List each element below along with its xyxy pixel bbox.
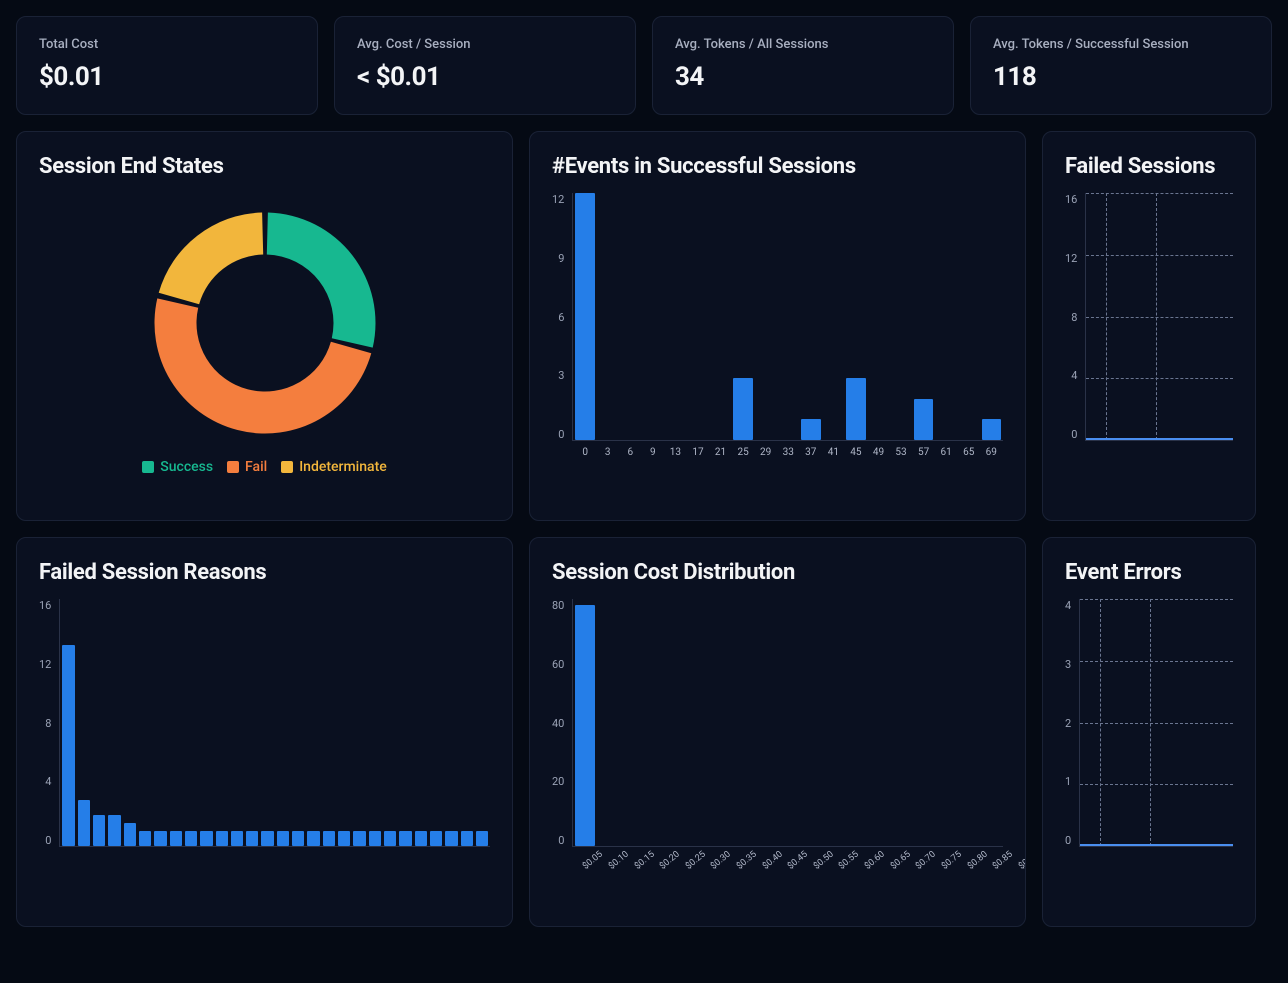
kpi-avg-cost-session: Avg. Cost / Session < $0.01 [334, 16, 636, 115]
bar[interactable] [369, 831, 381, 846]
chart-cost-distribution: Session Cost Distribution 806040200$0.05… [529, 537, 1026, 927]
plot-area [59, 599, 490, 847]
bar[interactable] [338, 831, 350, 846]
legend-swatch [281, 461, 293, 473]
kpi-value: < $0.01 [357, 62, 613, 92]
bar[interactable] [430, 831, 442, 846]
bar[interactable] [124, 823, 136, 846]
kpi-value: $0.01 [39, 62, 295, 92]
donut-slice[interactable] [266, 213, 375, 348]
bar[interactable] [575, 193, 595, 440]
bar[interactable] [399, 831, 411, 846]
bar[interactable] [216, 831, 228, 846]
donut-slice[interactable] [158, 213, 262, 305]
donut-chart [135, 193, 395, 453]
kpi-label: Total Cost [39, 37, 295, 52]
bar[interactable] [914, 399, 934, 440]
bar[interactable] [801, 419, 821, 440]
bar-chart: 806040200$0.05$0.10$0.15$0.20$0.25$0.30$… [552, 599, 1003, 869]
charts-row-2: Failed Session Reasons 1612840 Session C… [16, 537, 1272, 927]
bar-chart: 1296300369131721252933374145495357616569 [552, 193, 1003, 463]
bars [573, 599, 1003, 846]
kpi-value: 118 [993, 62, 1249, 92]
chart-title: Session Cost Distribution [552, 560, 1003, 585]
bar[interactable] [185, 831, 197, 846]
chart-title: Failed Session Reasons [39, 560, 490, 585]
donut-legend: Success Fail Indeterminate [142, 459, 387, 475]
legend-item[interactable]: Success [142, 459, 213, 475]
bar[interactable] [292, 831, 304, 846]
x-axis-labels: $0.05$0.10$0.15$0.20$0.25$0.30$0.35$0.40… [573, 854, 1003, 864]
y-axis: 1612840 [1065, 193, 1085, 441]
chart-failed-sessions: Failed Sessions 1612840 [1042, 131, 1256, 521]
kpi-label: Avg. Tokens / All Sessions [675, 37, 931, 52]
plot-area [1085, 193, 1233, 441]
legend-label: Indeterminate [299, 459, 387, 475]
charts-row-1: Session End States Success Fail Indetermin… [16, 131, 1272, 521]
bar[interactable] [200, 831, 212, 846]
chart-title: #Events in Successful Sessions [552, 154, 1003, 179]
bar[interactable] [323, 831, 335, 846]
kpi-value: 34 [675, 62, 931, 92]
bars [573, 193, 1003, 440]
bar[interactable] [384, 831, 396, 846]
bar[interactable] [982, 419, 1002, 440]
bars [60, 599, 490, 846]
bar[interactable] [415, 831, 427, 846]
bar[interactable] [575, 605, 595, 846]
bar[interactable] [461, 831, 473, 846]
bar[interactable] [476, 831, 488, 846]
legend-label: Fail [245, 459, 267, 475]
bar[interactable] [246, 831, 258, 846]
y-axis: 43210 [1065, 599, 1079, 847]
kpi-total-cost: Total Cost $0.01 [16, 16, 318, 115]
kpi-avg-tokens-all: Avg. Tokens / All Sessions 34 [652, 16, 954, 115]
kpi-label: Avg. Tokens / Successful Session [993, 37, 1249, 52]
bar[interactable] [445, 831, 457, 846]
bar[interactable] [261, 831, 273, 846]
kpi-row: Total Cost $0.01 Avg. Cost / Session < $… [16, 16, 1272, 115]
plot-area: $0.05$0.10$0.15$0.20$0.25$0.30$0.35$0.40… [572, 599, 1003, 847]
chart-events-successful: #Events in Successful Sessions 129630036… [529, 131, 1026, 521]
bar[interactable] [62, 645, 74, 846]
bar[interactable] [78, 800, 90, 846]
bar[interactable] [733, 378, 753, 440]
legend-swatch [142, 461, 154, 473]
bar[interactable] [170, 831, 182, 846]
bar-chart: 1612840 [39, 599, 490, 869]
bar[interactable] [139, 831, 151, 846]
chart-title: Failed Sessions [1065, 154, 1233, 179]
legend-swatch [227, 461, 239, 473]
bar[interactable] [353, 831, 365, 846]
chart-failed-reasons: Failed Session Reasons 1612840 [16, 537, 513, 927]
kpi-avg-tokens-success: Avg. Tokens / Successful Session 118 [970, 16, 1272, 115]
bar[interactable] [93, 815, 105, 846]
chart-title: Session End States [39, 154, 490, 179]
bar-chart: 1612840 [1065, 193, 1233, 463]
bar[interactable] [307, 831, 319, 846]
x-axis-labels: 0369131721252933374145495357616569 [573, 447, 1003, 458]
legend-item[interactable]: Indeterminate [281, 459, 387, 475]
y-axis: 1612840 [39, 599, 59, 847]
bar[interactable] [154, 831, 166, 846]
plot-area: 0369131721252933374145495357616569 [572, 193, 1003, 441]
bar[interactable] [108, 815, 120, 846]
legend-item[interactable]: Fail [227, 459, 267, 475]
bar[interactable] [231, 831, 243, 846]
y-axis: 806040200 [552, 599, 572, 847]
bar[interactable] [277, 831, 289, 846]
plot-area [1079, 599, 1233, 847]
chart-session-end-states: Session End States Success Fail Indetermin… [16, 131, 513, 521]
chart-event-errors: Event Errors 43210 [1042, 537, 1256, 927]
bar-chart: 43210 [1065, 599, 1233, 869]
kpi-label: Avg. Cost / Session [357, 37, 613, 52]
legend-label: Success [160, 459, 213, 475]
bar[interactable] [846, 378, 866, 440]
y-axis: 129630 [552, 193, 572, 441]
donut-wrap: Success Fail Indeterminate [39, 193, 490, 475]
chart-title: Event Errors [1065, 560, 1233, 585]
